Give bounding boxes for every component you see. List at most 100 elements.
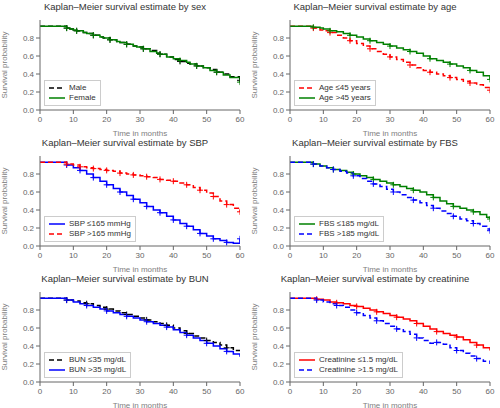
svg-text:Time in months: Time in months xyxy=(363,265,417,272)
html-text:Kaplan–Meier survival estimate: Kaplan–Meier survival estimate by BUN xyxy=(41,273,209,284)
svg-text:0.2: 0.2 xyxy=(23,88,35,97)
svg-text:0.2: 0.2 xyxy=(273,360,285,369)
svg-text:0.6: 0.6 xyxy=(23,324,35,333)
svg-text:0.2: 0.2 xyxy=(23,360,35,369)
svg-text:20: 20 xyxy=(102,251,111,260)
svg-text:0: 0 xyxy=(288,251,293,260)
svg-text:20: 20 xyxy=(352,115,361,124)
svg-text:0.0: 0.0 xyxy=(23,106,35,115)
svg-text:0.2: 0.2 xyxy=(23,224,35,233)
svg-text:30: 30 xyxy=(136,387,145,396)
svg-text:50: 50 xyxy=(202,115,211,124)
svg-text:40: 40 xyxy=(419,387,428,396)
html-text:Kaplan–Meier survival estimate: Kaplan–Meier survival estimate by age xyxy=(293,1,457,12)
svg-text:60: 60 xyxy=(486,115,492,124)
svg-text:30: 30 xyxy=(136,251,145,260)
svg-text:50: 50 xyxy=(202,251,211,260)
svg-text:0.8: 0.8 xyxy=(23,170,35,179)
svg-text:0.0: 0.0 xyxy=(273,242,285,251)
svg-text:Survival probability: Survival probability xyxy=(250,303,259,370)
svg-text:50: 50 xyxy=(452,251,461,260)
svg-text:Time in months: Time in months xyxy=(363,401,417,408)
svg-text:10: 10 xyxy=(319,115,328,124)
svg-text:0.0: 0.0 xyxy=(273,378,285,387)
svg-text:0: 0 xyxy=(288,115,293,124)
svg-text:20: 20 xyxy=(352,387,361,396)
svg-text:Time in months: Time in months xyxy=(113,401,167,408)
svg-text:60: 60 xyxy=(486,387,492,396)
svg-text:10: 10 xyxy=(319,387,328,396)
svg-text:0.6: 0.6 xyxy=(273,52,285,61)
svg-text:30: 30 xyxy=(386,387,395,396)
svg-text:0.8: 0.8 xyxy=(273,306,285,315)
svg-text:60: 60 xyxy=(236,387,245,396)
svg-text:30: 30 xyxy=(386,115,395,124)
svg-text:40: 40 xyxy=(169,387,178,396)
html-text:Kaplan–Meier survival estimate: Kaplan–Meier survival estimate by FBS xyxy=(292,137,458,148)
svg-text:40: 40 xyxy=(419,115,428,124)
html-text:Age ≤45 years: Age ≤45 years xyxy=(319,83,371,92)
svg-text:10: 10 xyxy=(69,115,78,124)
svg-text:0: 0 xyxy=(288,387,293,396)
svg-text:60: 60 xyxy=(486,251,492,260)
svg-text:0.2: 0.2 xyxy=(273,88,285,97)
html-text:BUN ≤35 mg/dL: BUN ≤35 mg/dL xyxy=(69,355,126,364)
svg-text:30: 30 xyxy=(136,115,145,124)
html-text:SBP >165 mmHg: SBP >165 mmHg xyxy=(69,229,131,238)
svg-text:30: 30 xyxy=(386,251,395,260)
svg-text:10: 10 xyxy=(69,387,78,396)
svg-text:0.4: 0.4 xyxy=(273,70,285,79)
svg-text:Survival probability: Survival probability xyxy=(250,167,259,234)
svg-text:0.6: 0.6 xyxy=(23,188,35,197)
svg-text:40: 40 xyxy=(169,115,178,124)
svg-text:0.0: 0.0 xyxy=(23,242,35,251)
svg-text:20: 20 xyxy=(102,387,111,396)
svg-text:Time in months: Time in months xyxy=(113,265,167,272)
svg-text:0.8: 0.8 xyxy=(23,34,35,43)
svg-text:0.6: 0.6 xyxy=(273,324,285,333)
svg-text:0.2: 0.2 xyxy=(273,224,285,233)
svg-text:0.8: 0.8 xyxy=(23,306,35,315)
svg-text:0.4: 0.4 xyxy=(23,206,35,215)
svg-text:0: 0 xyxy=(38,387,43,396)
svg-text:Time in months: Time in months xyxy=(363,129,417,136)
svg-text:60: 60 xyxy=(236,115,245,124)
svg-text:0.4: 0.4 xyxy=(273,206,285,215)
html-text:Kaplan–Meier survival estimate: Kaplan–Meier survival estimate by SBP xyxy=(41,137,209,148)
svg-text:0.8: 0.8 xyxy=(273,34,285,43)
svg-text:Survival probability: Survival probability xyxy=(250,31,259,98)
svg-text:0.6: 0.6 xyxy=(23,52,35,61)
svg-text:50: 50 xyxy=(452,387,461,396)
html-text:Male: Male xyxy=(69,83,87,92)
svg-text:10: 10 xyxy=(319,251,328,260)
svg-text:0.4: 0.4 xyxy=(23,70,35,79)
svg-text:10: 10 xyxy=(69,251,78,260)
html-text:FBS >185 mg/dL: FBS >185 mg/dL xyxy=(319,229,380,238)
svg-text:0.8: 0.8 xyxy=(273,170,285,179)
svg-text:60: 60 xyxy=(236,251,245,260)
svg-text:20: 20 xyxy=(102,115,111,124)
html-text:Kaplan–Meier survival estimate: Kaplan–Meier survival estimate by sex xyxy=(43,1,206,12)
html-text:Kaplan–Meier survival estimate: Kaplan–Meier survival estimate by creati… xyxy=(280,273,470,284)
svg-text:0.6: 0.6 xyxy=(273,188,285,197)
svg-text:0: 0 xyxy=(38,251,43,260)
svg-text:0: 0 xyxy=(38,115,43,124)
svg-text:Survival probability: Survival probability xyxy=(8,167,9,234)
svg-text:0.0: 0.0 xyxy=(273,106,285,115)
svg-text:50: 50 xyxy=(452,115,461,124)
svg-text:20: 20 xyxy=(352,251,361,260)
svg-text:40: 40 xyxy=(169,251,178,260)
html-text:BUN >35 mg/dL: BUN >35 mg/dL xyxy=(69,365,127,374)
html-text:Age >45 years: Age >45 years xyxy=(319,93,371,102)
svg-text:40: 40 xyxy=(419,251,428,260)
svg-text:Survival probability: Survival probability xyxy=(8,31,9,98)
svg-text:Survival probability: Survival probability xyxy=(8,303,9,370)
html-text:FBS ≤185 mg/dL: FBS ≤185 mg/dL xyxy=(319,219,379,228)
svg-text:0.4: 0.4 xyxy=(23,342,35,351)
html-text:SBP ≤165 mmHg: SBP ≤165 mmHg xyxy=(69,219,131,228)
svg-text:50: 50 xyxy=(202,387,211,396)
html-text:Female: Female xyxy=(69,93,96,102)
svg-text:Time in months: Time in months xyxy=(113,129,167,136)
svg-text:0.4: 0.4 xyxy=(273,342,285,351)
svg-text:0.0: 0.0 xyxy=(23,378,35,387)
